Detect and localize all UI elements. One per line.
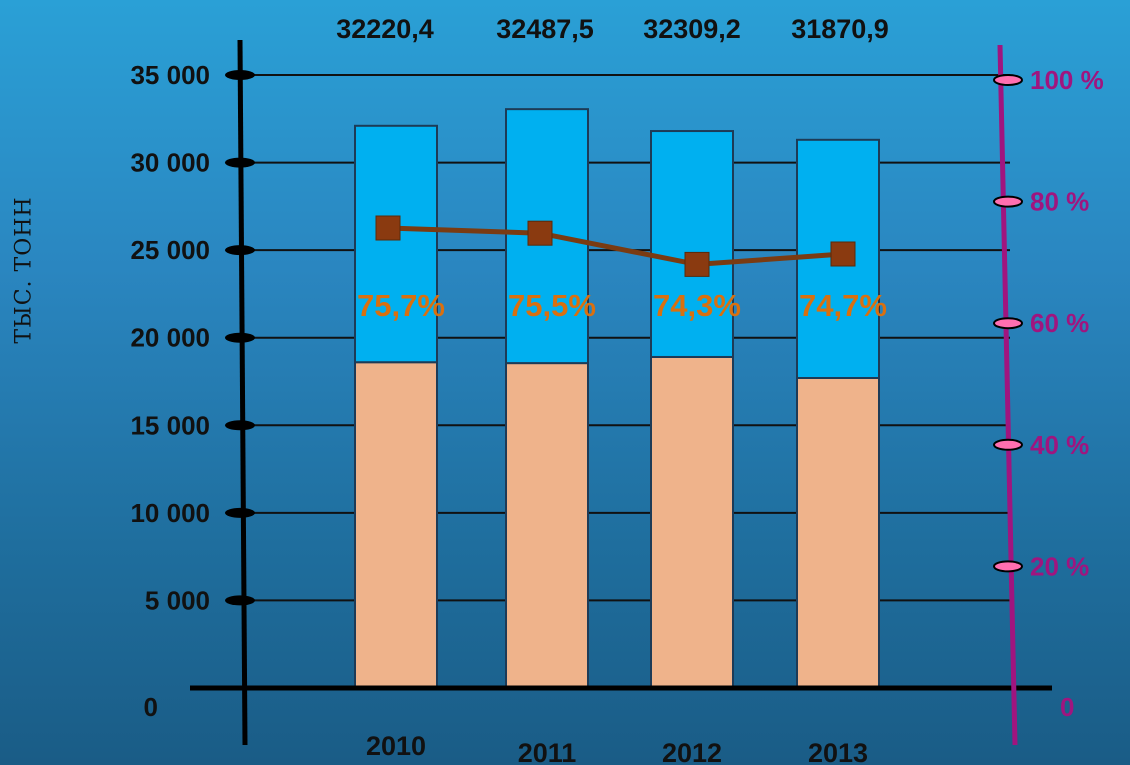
y-tick-label: 15 000 <box>130 410 210 440</box>
y-tick-label: 25 000 <box>130 235 210 265</box>
line-marker <box>527 220 553 246</box>
bar-segment-bottom <box>354 361 438 689</box>
line-data-label: 75,5% <box>508 288 596 323</box>
y-tick-label: 35 000 <box>130 60 210 90</box>
right-axis-tick <box>993 195 1023 208</box>
left-axis-tick <box>225 507 255 518</box>
y2-tick-label: 80 % <box>1030 187 1089 217</box>
bar-segment-top <box>650 130 734 358</box>
line-series <box>387 225 844 267</box>
y2-tick-label: 0 <box>1060 692 1074 722</box>
left-axis-tick <box>225 245 255 256</box>
x-tick-label: 2011 <box>518 738 577 765</box>
y2-tick-label: 40 % <box>1030 430 1089 460</box>
line-marker <box>830 241 856 267</box>
right-axis-tick <box>993 317 1023 330</box>
total-label: 31870,9 <box>791 14 889 44</box>
total-label: 32220,4 <box>336 14 434 44</box>
left-axis-line <box>237 39 248 746</box>
left-axis-tick <box>225 420 255 431</box>
right-axis-line <box>997 44 1018 746</box>
bar-segment-bottom <box>505 362 589 689</box>
bar-segment-top <box>354 124 438 364</box>
line-marker <box>684 251 710 277</box>
y-tick-label: 10 000 <box>130 498 210 528</box>
y-tick-label: 5 000 <box>145 585 210 615</box>
y2-tick-label: 20 % <box>1030 551 1089 581</box>
right-axis-tick <box>993 560 1023 573</box>
y-tick-label: 30 000 <box>130 148 210 178</box>
left-axis-tick <box>225 70 255 80</box>
y2-tick-label: 60 % <box>1030 308 1089 338</box>
left-axis-tick <box>225 157 255 168</box>
bar-segment-bottom <box>796 376 880 689</box>
y2-tick-label: 100 % <box>1030 65 1104 95</box>
x-tick-label: 2013 <box>808 738 868 765</box>
total-label: 32487,5 <box>496 14 594 44</box>
line-data-label: 74,3% <box>653 288 741 323</box>
line-data-label: 75,7% <box>357 288 445 323</box>
total-label: 32309,2 <box>643 14 741 44</box>
left-axis-tick <box>225 332 255 343</box>
y-tick-label: 20 000 <box>130 323 210 353</box>
right-axis-tick <box>993 74 1023 86</box>
line-marker <box>375 215 401 241</box>
left-axis-tick <box>225 595 255 606</box>
bar-segment-bottom <box>650 355 734 689</box>
line-data-label: 74,7% <box>799 288 887 323</box>
y-tick-label: 0 <box>144 692 158 722</box>
x-tick-label: 2010 <box>366 731 426 761</box>
x-tick-label: 2012 <box>662 738 722 765</box>
right-axis-tick <box>993 438 1023 451</box>
